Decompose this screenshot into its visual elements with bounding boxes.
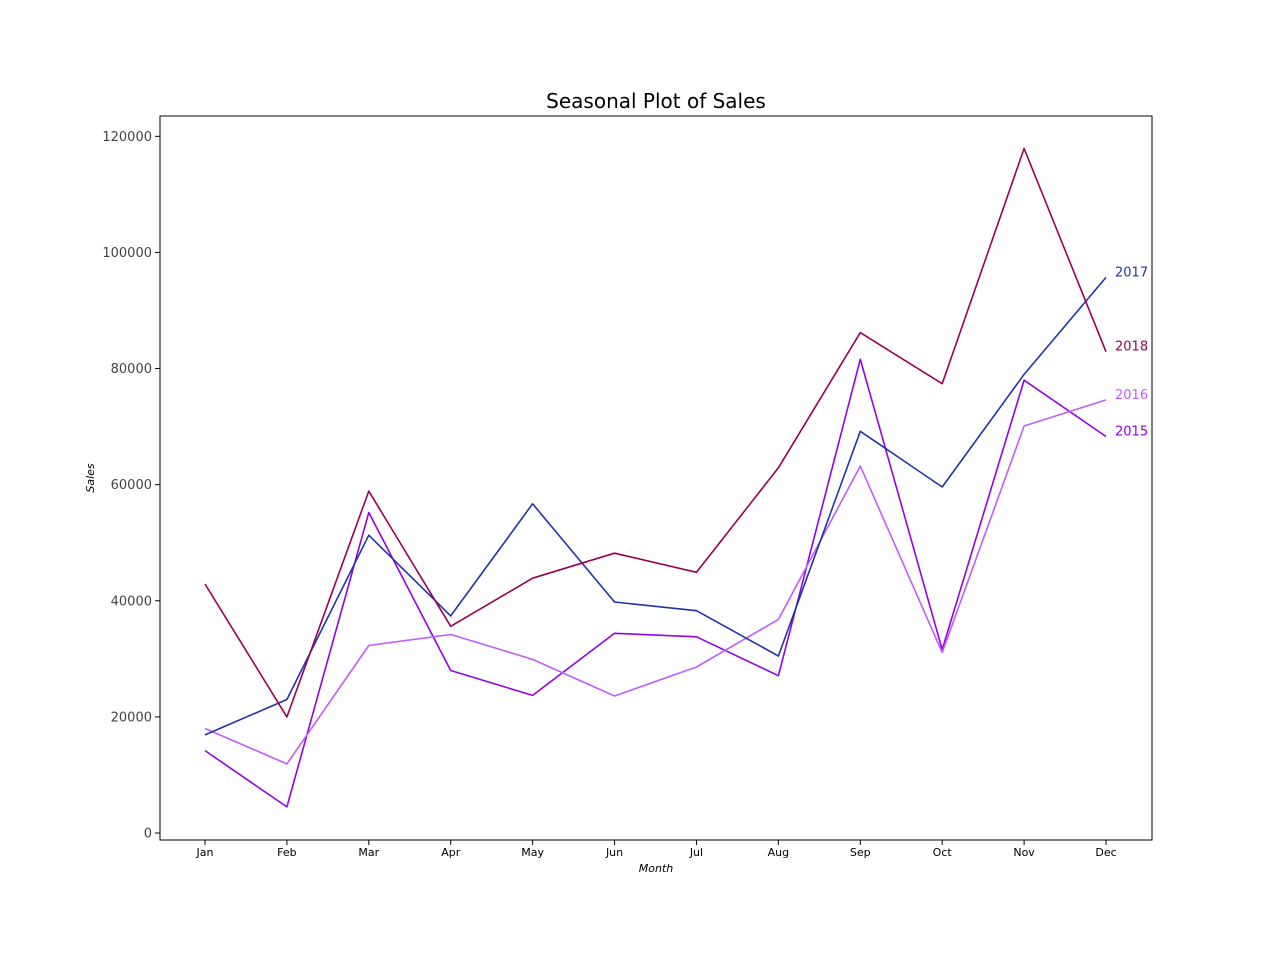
x-tick-label: Feb <box>277 846 296 859</box>
y-tick-label: 60000 <box>111 478 152 493</box>
x-tick-label: Nov <box>1013 846 1035 859</box>
plot-area <box>159 115 1153 841</box>
y-tick-label: 40000 <box>111 594 152 609</box>
y-axis: 0 20000 40000 60000 80000 100000 120000 <box>102 130 160 842</box>
x-tick-label: Aug <box>768 846 789 859</box>
series-labels: 2015 2016 2017 2018 <box>1115 265 1148 439</box>
x-tick-label: Jul <box>689 846 703 859</box>
x-tick-label: May <box>521 846 544 859</box>
y-axis-label: Sales <box>84 463 97 493</box>
x-tick-label: Oct <box>933 846 953 859</box>
series-line-2016 <box>204 399 1107 765</box>
series-label-2017: 2017 <box>1115 265 1148 280</box>
y-tick-label: 0 <box>144 827 152 842</box>
x-tick-label: Dec <box>1095 846 1116 859</box>
x-axis-label: Month <box>639 862 674 875</box>
x-tick-label: Apr <box>441 846 461 859</box>
x-tick-label: Mar <box>358 846 379 859</box>
y-tick-label: 120000 <box>102 130 152 145</box>
y-tick-label: 80000 <box>111 362 152 377</box>
y-tick-label: 20000 <box>111 710 152 725</box>
series-label-2016: 2016 <box>1115 388 1148 403</box>
series-line-2015 <box>204 358 1107 808</box>
chart-title: Seasonal Plot of Sales <box>546 89 766 113</box>
series-label-2018: 2018 <box>1115 340 1148 355</box>
x-tick-label: Jun <box>605 846 623 859</box>
series-label-2015: 2015 <box>1115 424 1148 439</box>
series-line-2017 <box>204 276 1107 736</box>
x-tick-label: Jan <box>196 846 214 859</box>
series-line-2018 <box>204 147 1107 718</box>
y-tick-label: 100000 <box>102 246 152 261</box>
x-tick-label: Sep <box>850 846 871 859</box>
series-lines <box>204 147 1107 808</box>
x-axis: Jan Feb Mar Apr May Jun Jul Aug Sep Oct Nov Dec <box>196 840 1117 859</box>
